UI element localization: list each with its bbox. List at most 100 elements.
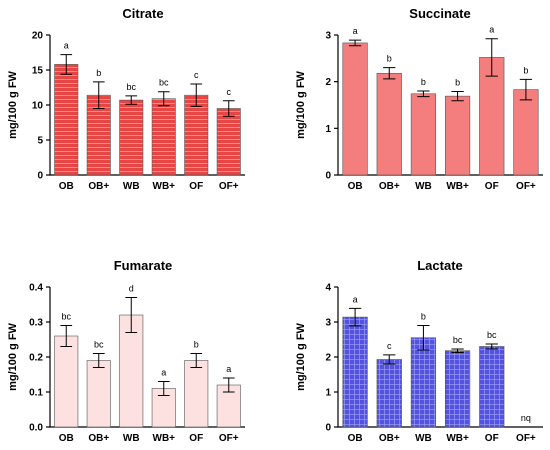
chart-title: Fumarate — [114, 258, 173, 273]
significance-label: bc — [159, 78, 169, 88]
y-tick-label: 5 — [37, 136, 43, 147]
significance-label: c — [387, 341, 392, 351]
x-tick-label: OB — [59, 433, 74, 444]
x-tick-label: WB — [123, 181, 140, 192]
y-tick-label: 20 — [32, 31, 44, 42]
y-tick-label: 2 — [325, 77, 331, 88]
y-tick-label: 15 — [32, 66, 44, 77]
significance-label: b — [387, 54, 392, 64]
significance-label: b — [421, 77, 426, 87]
chart-title: Succinate — [409, 6, 470, 21]
error-bar — [60, 54, 73, 75]
x-tick-label: OB — [348, 181, 363, 192]
y-tick-label: 0.3 — [29, 318, 43, 329]
chart-lactate: Lactate mg/100 g FW 0 1 2 3 4 OB a OB+ c WB b WB+ bc… — [295, 258, 543, 444]
error-bar — [383, 354, 396, 365]
significance-label: b — [96, 68, 101, 78]
error-bar — [190, 353, 203, 368]
significance-label: a — [353, 294, 358, 304]
bar — [86, 360, 111, 428]
y-axis-label: mg/100 g FW — [7, 322, 19, 390]
significance-label: b — [523, 65, 528, 75]
axes — [337, 287, 543, 428]
x-tick-label: WB — [415, 181, 432, 192]
x-tick-label: WB+ — [153, 433, 176, 444]
bar — [54, 64, 79, 176]
x-tick-label: OB+ — [88, 181, 109, 192]
y-tick-label: 0 — [37, 171, 43, 182]
significance-label: bc — [94, 340, 104, 350]
x-tick-label: OB+ — [379, 181, 400, 192]
error-bar — [451, 90, 464, 102]
bar — [513, 89, 539, 176]
error-bar — [157, 381, 170, 396]
error-bar — [417, 90, 430, 98]
bar — [444, 95, 471, 176]
significance-label: a — [489, 25, 494, 35]
y-tick-label: 0.4 — [29, 283, 43, 294]
error-bar — [417, 325, 430, 351]
significance-label: d — [129, 284, 134, 294]
significance-label: c — [227, 87, 232, 97]
error-bar — [383, 67, 396, 80]
axes — [49, 35, 245, 176]
x-tick-label: WB+ — [446, 181, 469, 192]
y-tick-label: 1 — [325, 388, 331, 399]
error-bar — [222, 377, 235, 393]
error-bar — [451, 348, 464, 353]
x-tick-label: WB+ — [153, 181, 176, 192]
bar — [54, 335, 79, 428]
x-tick-label: WB — [415, 433, 432, 444]
x-tick-label: WB+ — [446, 433, 469, 444]
significance-label: bc — [126, 82, 136, 92]
y-tick-label: 0.0 — [29, 423, 43, 434]
x-tick-label: OF — [485, 181, 499, 192]
y-tick-label: 0.1 — [29, 388, 43, 399]
y-axis-label: mg/100 g FW — [7, 70, 19, 138]
bar — [342, 42, 368, 176]
error-bar — [60, 325, 73, 347]
chart-fumarate: Fumarate mg/100 g FW 0.0 0.1 0.2 0.3 0.4 OB bc… — [7, 258, 245, 444]
error-bar — [157, 91, 170, 107]
y-tick-label: 0 — [325, 423, 331, 434]
axes — [337, 35, 543, 176]
x-tick-label: WB — [123, 433, 140, 444]
bar — [410, 337, 437, 428]
x-tick-label: OB+ — [379, 433, 400, 444]
x-tick-label: OF+ — [516, 181, 536, 192]
error-bar — [485, 38, 498, 77]
x-tick-label: OF+ — [516, 433, 536, 444]
x-tick-label: OF — [189, 181, 203, 192]
significance-label: bc — [453, 335, 463, 345]
y-tick-label: 2 — [325, 353, 331, 364]
significance-label: a — [226, 364, 231, 374]
y-tick-label: 0.2 — [29, 353, 43, 364]
error-bar — [92, 353, 105, 368]
y-tick-label: 3 — [325, 318, 331, 329]
error-bar — [485, 343, 498, 350]
error-bar — [222, 100, 235, 117]
error-bar — [125, 95, 138, 105]
error-bar — [92, 81, 105, 109]
axes — [49, 287, 245, 428]
bar — [376, 72, 402, 176]
chart-title: Lactate — [417, 258, 463, 273]
y-tick-label: 3 — [325, 31, 331, 42]
significance-label: a — [161, 368, 166, 378]
x-tick-label: OF — [189, 433, 203, 444]
bar — [184, 360, 209, 428]
x-tick-label: OF — [485, 433, 499, 444]
x-tick-label: OB — [348, 433, 363, 444]
x-tick-label: OF+ — [219, 181, 239, 192]
bar — [151, 98, 176, 176]
error-bar — [519, 78, 533, 101]
x-tick-label: OB+ — [88, 433, 109, 444]
bar — [410, 93, 437, 176]
error-bar — [125, 297, 138, 333]
significance-label: nq — [521, 413, 531, 423]
significance-label: a — [64, 41, 69, 51]
bar — [479, 346, 505, 428]
bar — [184, 94, 209, 176]
bar — [342, 316, 368, 428]
bar — [444, 350, 471, 428]
